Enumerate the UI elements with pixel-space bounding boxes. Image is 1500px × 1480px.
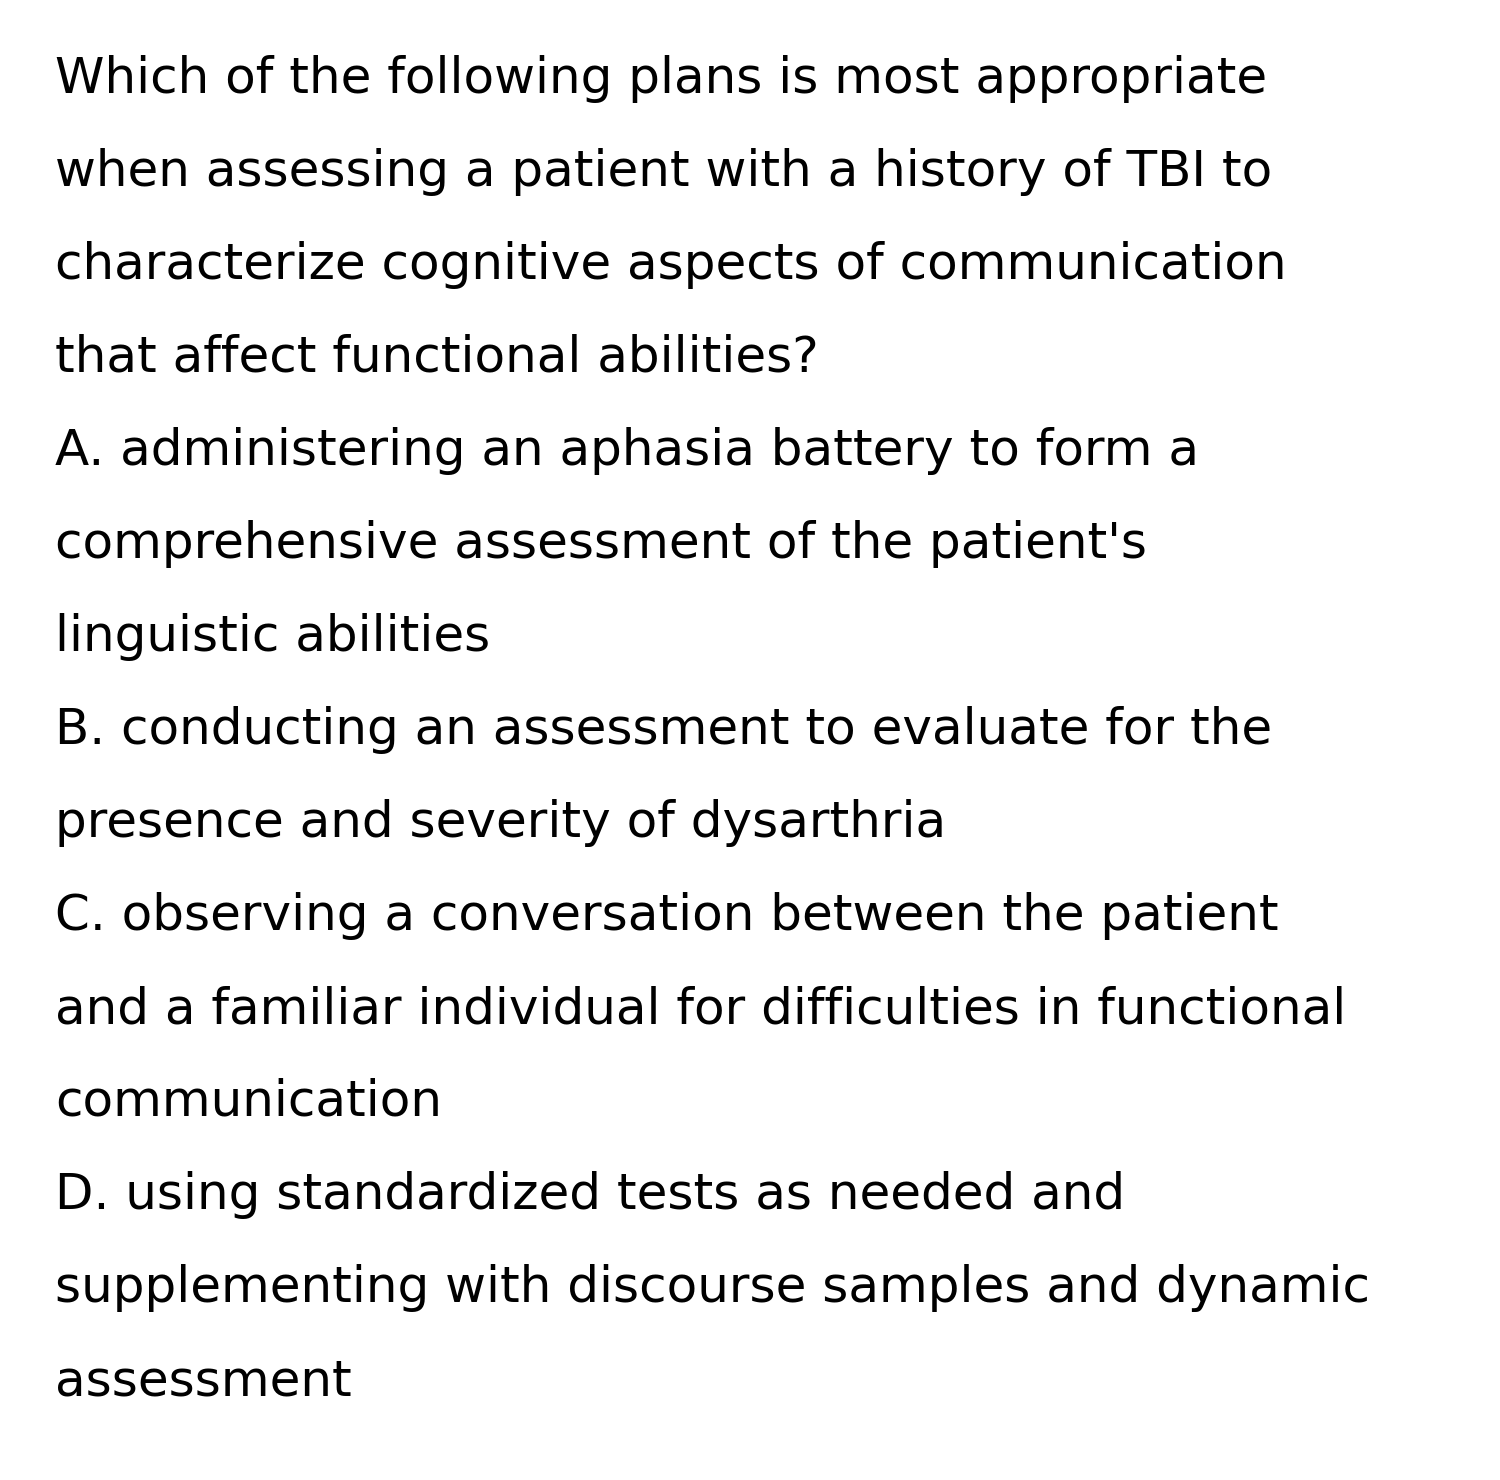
Text: communication: communication [56,1077,442,1126]
Text: assessment: assessment [56,1357,351,1405]
Text: supplementing with discourse samples and dynamic: supplementing with discourse samples and… [56,1264,1370,1311]
Text: and a familiar individual for difficulties in functional: and a familiar individual for difficulti… [56,986,1347,1033]
Text: that affect functional abilities?: that affect functional abilities? [56,334,819,382]
Text: comprehensive assessment of the patient's: comprehensive assessment of the patient'… [56,519,1148,568]
Text: linguistic abilities: linguistic abilities [56,613,491,662]
Text: D. using standardized tests as needed and: D. using standardized tests as needed an… [56,1171,1125,1220]
Text: characterize cognitive aspects of communication: characterize cognitive aspects of commun… [56,241,1287,289]
Text: A. administering an aphasia battery to form a: A. administering an aphasia battery to f… [56,428,1198,475]
Text: presence and severity of dysarthria: presence and severity of dysarthria [56,799,946,847]
Text: B. conducting an assessment to evaluate for the: B. conducting an assessment to evaluate … [56,706,1272,753]
Text: Which of the following plans is most appropriate: Which of the following plans is most app… [56,55,1268,104]
Text: when assessing a patient with a history of TBI to: when assessing a patient with a history … [56,148,1272,195]
Text: C. observing a conversation between the patient: C. observing a conversation between the … [56,892,1278,940]
